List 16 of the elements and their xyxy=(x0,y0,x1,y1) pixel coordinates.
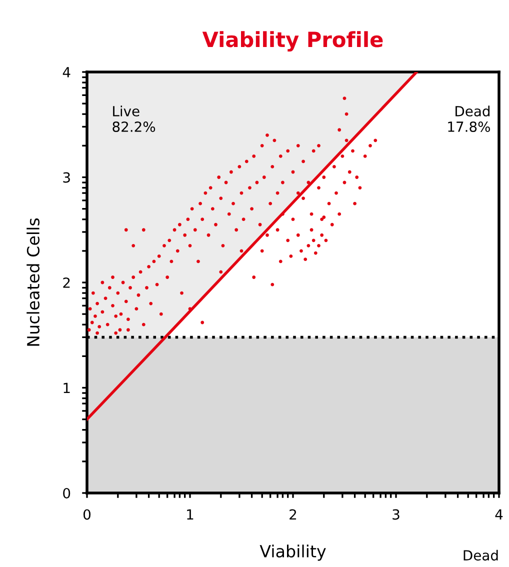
y-tick-label: 1 xyxy=(64,382,70,394)
annotation: Live 82.2% xyxy=(112,106,156,132)
x-tick-label: 2 xyxy=(290,509,296,520)
y-tick-label: 3 xyxy=(63,172,70,183)
x-tick-label: 3 xyxy=(392,509,400,520)
x-tick-label: 0 xyxy=(83,509,90,520)
chart-title: Viability Profile xyxy=(202,31,383,52)
y-axis-title: Nucleated Cells xyxy=(26,218,40,346)
x-tick-label: 4 xyxy=(495,509,503,520)
y-tick-label: 2 xyxy=(63,277,70,288)
y-tick-label: 0 xyxy=(63,488,70,498)
x-tick-label: 1 xyxy=(187,509,194,520)
y-tick-label: 4 xyxy=(62,67,70,78)
text: Dead xyxy=(464,550,498,561)
x-axis-title: Viability xyxy=(260,544,326,561)
annotation: Dead 17.8% xyxy=(448,106,490,132)
